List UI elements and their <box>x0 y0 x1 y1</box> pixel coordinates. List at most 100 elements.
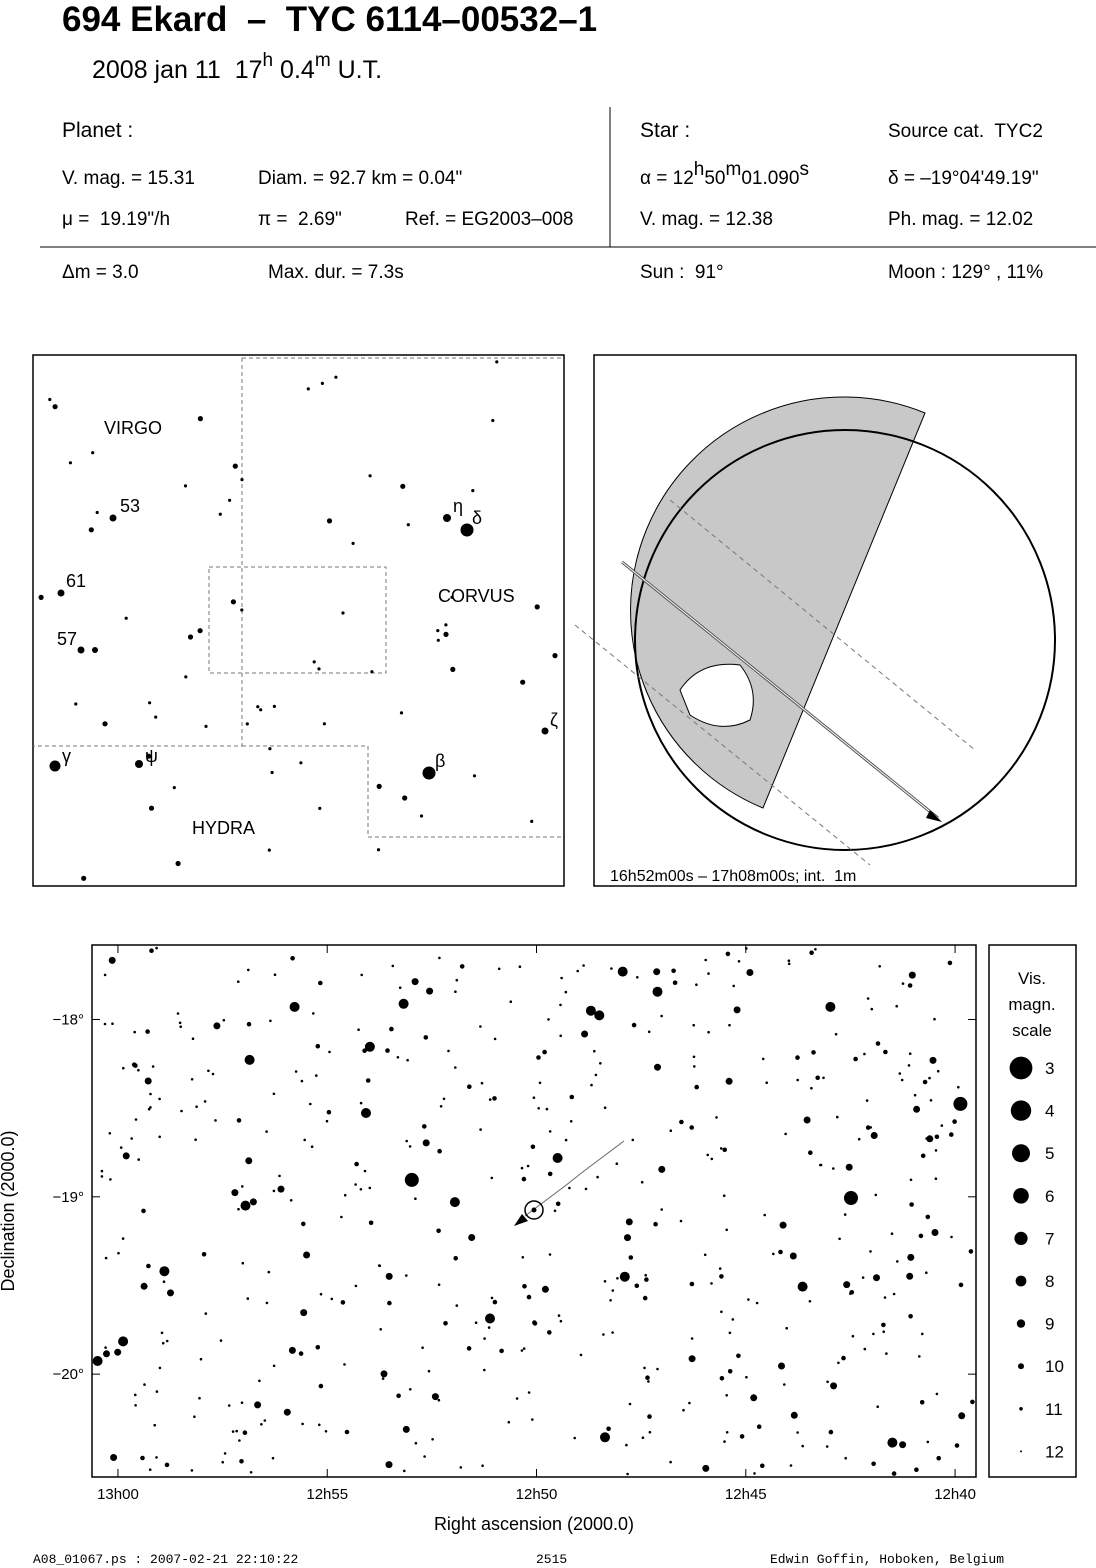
star <box>109 514 117 522</box>
star <box>263 1419 267 1422</box>
star <box>149 1106 152 1109</box>
star <box>117 1251 120 1255</box>
star <box>849 1292 852 1295</box>
star <box>645 1375 650 1380</box>
star <box>270 770 274 775</box>
star <box>626 1472 629 1476</box>
star <box>913 1105 921 1113</box>
star <box>454 1066 457 1069</box>
star <box>160 1331 164 1335</box>
star <box>310 1145 314 1148</box>
star <box>368 1186 372 1190</box>
star <box>654 1063 661 1071</box>
star <box>843 1281 851 1289</box>
star <box>596 1175 599 1179</box>
star <box>732 984 735 988</box>
star <box>723 1440 726 1443</box>
star <box>385 1272 393 1280</box>
star <box>303 1251 311 1259</box>
planet-vmag: V. mag. = 15.31 <box>62 168 195 189</box>
star <box>495 360 499 364</box>
star <box>379 1328 383 1331</box>
star <box>926 1440 930 1444</box>
star <box>351 541 355 546</box>
star <box>272 1092 276 1096</box>
star <box>548 1253 552 1256</box>
star <box>921 1332 924 1336</box>
star <box>826 1380 829 1384</box>
star <box>227 1404 231 1407</box>
star <box>422 1124 427 1129</box>
star <box>746 969 754 976</box>
star <box>694 1084 699 1090</box>
star <box>370 670 374 674</box>
star <box>520 1349 524 1352</box>
constellation: HYDRA <box>192 818 255 838</box>
star <box>761 1057 765 1061</box>
star <box>869 1250 872 1253</box>
star <box>235 1429 238 1433</box>
star <box>426 987 434 995</box>
star <box>747 1298 750 1301</box>
star <box>402 795 408 801</box>
star <box>237 980 240 983</box>
star <box>38 594 44 601</box>
star <box>907 1064 911 1067</box>
y-tick-label: −20° <box>53 1366 84 1383</box>
star <box>899 1441 907 1449</box>
star <box>809 950 814 955</box>
star <box>907 983 913 988</box>
star <box>109 1178 112 1181</box>
star <box>104 1256 108 1260</box>
star <box>334 375 338 379</box>
star <box>237 1207 240 1211</box>
star <box>267 848 271 852</box>
star <box>140 1282 148 1290</box>
star <box>140 1455 145 1461</box>
star <box>340 1300 346 1305</box>
star <box>560 976 563 980</box>
star <box>518 965 522 968</box>
footer-file: A08_01067.ps : 2007-02-21 22:10:22 <box>33 1552 298 1567</box>
star <box>118 1336 129 1347</box>
star <box>318 1383 324 1389</box>
star <box>431 1393 439 1401</box>
star <box>312 1012 315 1015</box>
star <box>172 786 176 790</box>
star <box>328 1050 331 1054</box>
star <box>695 983 698 986</box>
star <box>443 631 449 638</box>
star <box>756 1424 762 1429</box>
star <box>552 653 558 659</box>
star <box>385 1048 390 1053</box>
legend-title: Vis. <box>1018 969 1046 988</box>
star <box>396 1056 400 1059</box>
star <box>309 1102 312 1106</box>
arrow <box>926 810 942 822</box>
star <box>241 1261 245 1265</box>
star <box>320 381 324 385</box>
star <box>194 1138 197 1141</box>
star <box>755 1301 759 1305</box>
star <box>167 1289 174 1297</box>
star <box>497 967 501 971</box>
star <box>534 604 540 610</box>
star <box>135 760 143 768</box>
star <box>422 1139 430 1147</box>
star <box>344 1429 350 1435</box>
night-side <box>630 396 926 809</box>
star <box>624 1234 631 1242</box>
star <box>733 1006 741 1014</box>
star <box>301 1221 306 1227</box>
star <box>922 1079 928 1085</box>
star <box>49 760 61 772</box>
star <box>449 1197 460 1208</box>
star <box>958 1412 966 1420</box>
star <box>958 1282 964 1288</box>
star <box>324 1430 328 1433</box>
star <box>239 1459 244 1464</box>
star <box>414 1197 417 1200</box>
track <box>621 561 939 819</box>
continent <box>679 663 754 727</box>
y-axis-label: Declination (2000.0) <box>0 1130 18 1291</box>
